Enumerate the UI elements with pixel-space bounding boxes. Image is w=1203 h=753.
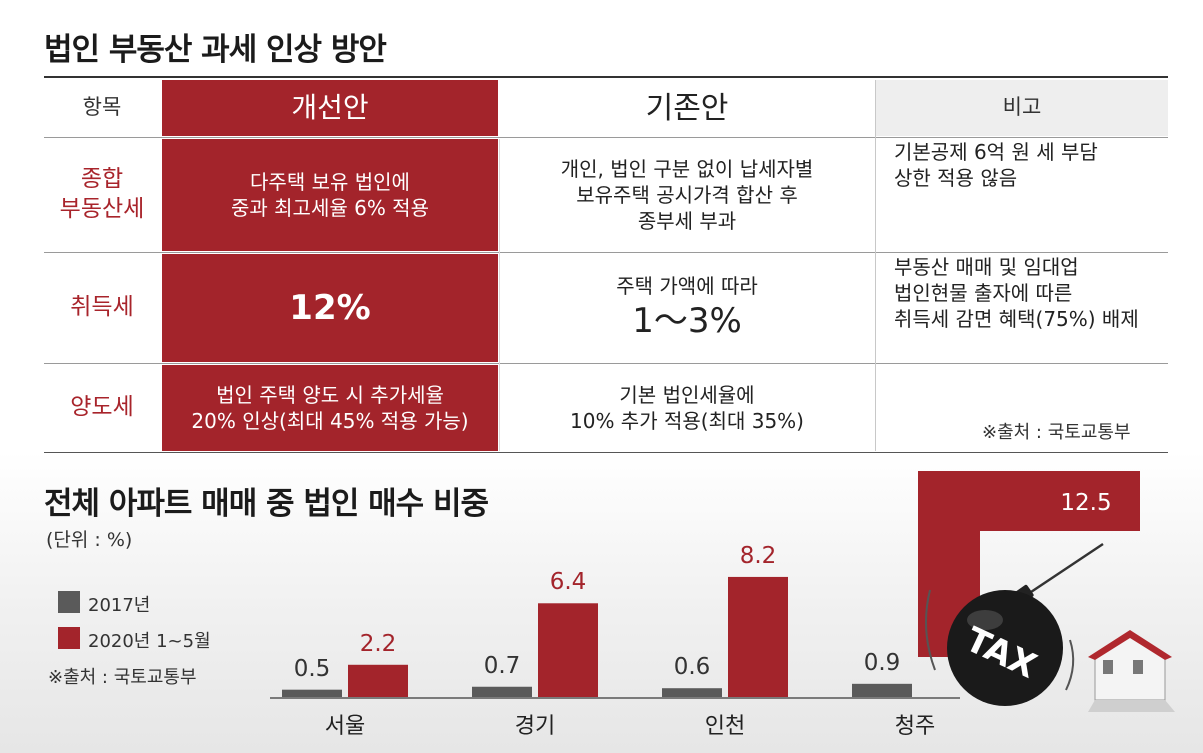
row3-proposal: 법인 주택 양도 시 추가세율 20% 인상(최대 45% 적용 가능) <box>162 365 498 451</box>
header-proposal: 개선안 <box>162 80 498 136</box>
chart-source: ※출처 : 국토교통부 <box>48 667 197 688</box>
house-illustration <box>1088 630 1175 712</box>
bar-인천-2020년 1~5월 <box>728 576 788 697</box>
legend-label-2020: 2020년 1~5월 <box>88 631 211 652</box>
row2-existing: 주택 가액에 따라 1～3% <box>616 273 758 341</box>
legend-swatch-2020 <box>58 627 80 649</box>
value-label-경기-2017년: 0.7 <box>483 652 521 679</box>
value-label-청주-2020년 1~5월: 12.5 <box>1060 490 1112 516</box>
table-title: 법인 부동산 과세 인상 방안 <box>44 32 387 68</box>
category-label-인천: 인천 <box>704 714 746 739</box>
value-label-서울-2017년: 0.5 <box>293 655 331 682</box>
value-label-경기-2020년 1~5월: 6.4 <box>549 569 587 596</box>
header-item: 항목 <box>82 95 122 120</box>
bar-서울-2020년 1~5월 <box>348 664 408 697</box>
legend-swatch-2017 <box>58 591 80 613</box>
legend-label-2017: 2017년 <box>88 595 151 616</box>
value-label-인천-2020년 1~5월: 8.2 <box>739 542 777 569</box>
header-existing: 기존안 <box>645 90 729 126</box>
value-label-인천-2017년: 0.6 <box>673 654 711 681</box>
row1-proposal: 다주택 보유 법인에 중과 최고세율 6% 적용 <box>162 139 498 251</box>
bar-서울-2017년 <box>282 689 342 697</box>
row2-proposal: 12% <box>162 254 498 362</box>
value-label-청주-2017년: 0.9 <box>863 649 901 676</box>
category-label-청주: 청주 <box>894 714 936 739</box>
row1-note: 기본공제 6억 원 세 부담 상한 적용 않음 <box>894 140 1098 190</box>
value-label-서울-2020년 1~5월: 2.2 <box>359 630 397 657</box>
bar-청주-2017년 <box>852 683 912 697</box>
row-label-comprehensive: 종합 부동산세 <box>59 166 145 222</box>
category-label-서울: 서울 <box>324 714 366 739</box>
row3-existing: 기본 법인세율에 10% 추가 적용(최대 35%) <box>570 383 804 433</box>
unit-label: (단위 : %) <box>46 529 133 551</box>
row2-note: 부동산 매매 및 임대업 법인현물 출자에 따른 취득세 감면 혜택(75%) … <box>894 255 1139 331</box>
row1-existing: 개인, 법인 구분 없이 납세자별 보유주택 공시가격 합산 후 종부세 부과 <box>560 157 814 233</box>
row-label-transfer: 양도세 <box>70 394 134 421</box>
title-rule <box>44 76 1168 78</box>
bar-경기-2020년 1~5월 <box>538 603 598 697</box>
bar-인천-2017년 <box>662 688 722 697</box>
bar-경기-2017년 <box>472 686 532 697</box>
row-label-acquisition: 취득세 <box>70 294 134 321</box>
category-label-경기: 경기 <box>514 714 556 739</box>
table-source: ※출처 : 국토교통부 <box>982 422 1131 443</box>
chart-title: 전체 아파트 매매 중 법인 매수 비중 <box>44 486 489 522</box>
header-note: 비고 <box>876 80 1168 136</box>
